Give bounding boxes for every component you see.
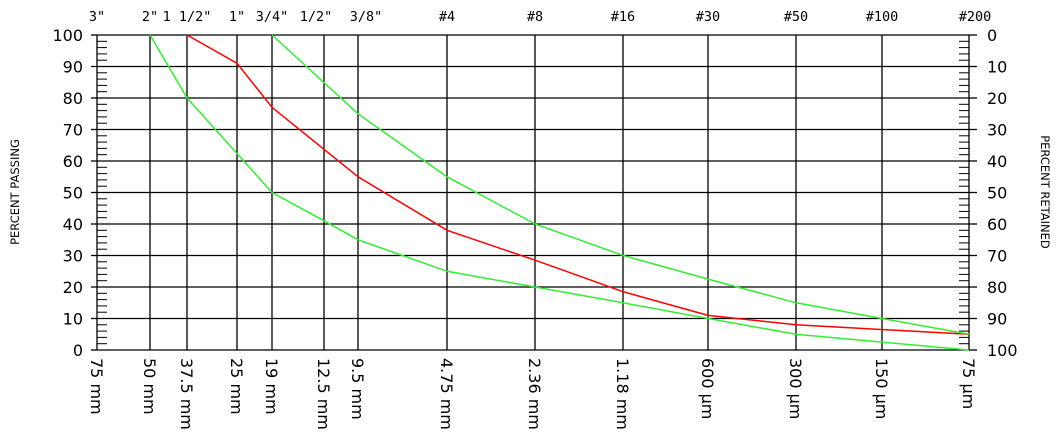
x-tick-label-bottom: 19 mm [262,358,281,415]
y-tick-label-left: 20 [63,278,83,297]
x-tick-label-top: 1/2" [300,9,333,25]
y-tick-label-left: 30 [63,247,83,266]
series-line-2 [271,34,970,336]
y-tick-label-right: 100 [987,341,1018,360]
y-tick-label-left: 40 [63,215,83,234]
x-tick-label-bottom: 150 µm [872,358,891,419]
y-tick-label-right: 20 [987,89,1007,108]
x-tick-label-top: #30 [696,9,720,25]
x-tick-label-bottom: 300 µm [786,358,805,419]
y-tick-label-left: 100 [52,26,83,45]
x-tick-label-top: 3" [89,9,105,25]
series-lines [149,34,970,351]
x-tick-label-top: 1" [229,9,245,25]
series-line-3 [149,34,970,351]
y-tick-label-right: 60 [987,215,1007,234]
y-tick-label-right: 90 [987,310,1007,329]
y-axis-title-left: PERCENT PASSING [8,139,22,245]
x-tick-label-top: #100 [866,9,899,25]
chart-grid [96,34,970,351]
x-tick-label-top: 3/8" [350,9,383,25]
x-tick-label-top: #50 [784,9,808,25]
x-tick-label-bottom: 600 µm [698,358,717,419]
x-tick-label-top: 3/4" [256,9,289,25]
x-tick-label-bottom: 12.5 mm [314,358,333,430]
y-tick-label-right: 40 [987,152,1007,171]
y-tick-label-right: 50 [987,184,1007,203]
x-tick-label-top: #8 [527,9,543,25]
minor-ticks [91,34,977,351]
y-tick-label-right: 10 [987,58,1007,77]
y-tick-label-right: 70 [987,247,1007,266]
x-tick-label-bottom: 25 mm [227,358,246,415]
y-tick-label-right: 0 [987,26,997,45]
x-tick-label-bottom: 75 µm [959,358,978,409]
x-tick-label-top: #200 [959,9,992,25]
x-tick-label-top: 2" [142,9,158,25]
x-tick-label-bottom: 1.18 mm [613,358,632,430]
x-tick-label-bottom: 37.5 mm [177,358,196,430]
axis-labels: 0102030405060708090100100908070605040302… [8,9,1052,430]
y-tick-label-left: 0 [73,341,83,360]
x-tick-label-bottom: 9.5 mm [348,358,367,420]
x-tick-label-bottom: 50 mm [140,358,159,415]
x-tick-label-bottom: 4.75 mm [437,358,456,430]
y-tick-label-left: 90 [63,58,83,77]
series-line-1 [186,34,970,336]
y-tick-label-left: 80 [63,89,83,108]
y-axis-title-right: PERCENT RETAINED [1038,135,1052,249]
x-tick-label-top: #4 [439,9,455,25]
y-tick-label-left: 60 [63,152,83,171]
y-tick-label-left: 50 [63,184,83,203]
y-tick-label-left: 70 [63,121,83,140]
y-tick-label-left: 10 [63,310,83,329]
x-tick-label-top: #16 [611,9,635,25]
x-tick-label-bottom: 75 mm [87,358,106,415]
x-tick-label-bottom: 2.36 mm [525,358,544,430]
x-tick-label-top: 1 1/2" [163,9,212,25]
y-tick-label-right: 80 [987,278,1007,297]
y-tick-label-right: 30 [987,121,1007,140]
